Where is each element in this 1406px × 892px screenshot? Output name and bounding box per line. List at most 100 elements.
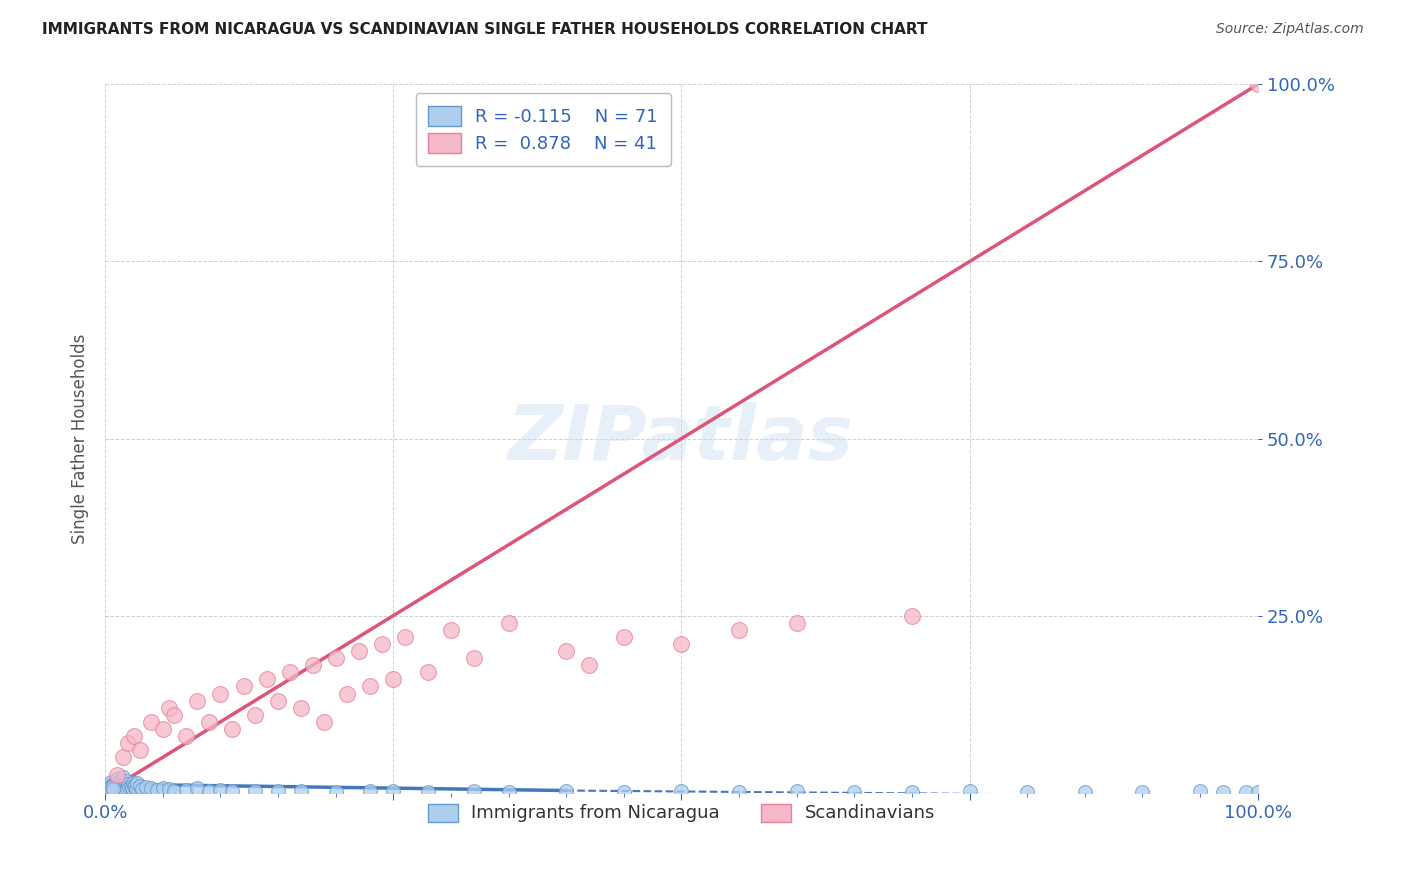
Point: [555, 644, 578, 658]
Point: [613, 785, 636, 799]
Point: [163, 707, 186, 722]
Point: [101, 782, 124, 797]
Point: [122, 776, 145, 790]
Point: [209, 686, 232, 700]
Point: [314, 714, 336, 729]
Point: [112, 776, 135, 790]
Point: [186, 781, 208, 796]
Point: [97, 780, 120, 795]
Point: [157, 700, 180, 714]
Point: [105, 778, 128, 792]
Point: [901, 608, 924, 623]
Point: [103, 779, 125, 793]
Point: [498, 615, 520, 630]
Point: [163, 783, 186, 797]
Point: [290, 784, 312, 798]
Point: [111, 750, 134, 764]
Point: [301, 658, 323, 673]
Point: [278, 665, 301, 680]
Point: [209, 782, 232, 797]
Point: [267, 693, 290, 707]
Point: [243, 707, 266, 722]
Point: [959, 784, 981, 798]
Point: [107, 772, 129, 786]
Point: [267, 783, 290, 797]
Point: [100, 780, 122, 794]
Point: [728, 623, 751, 637]
Point: [100, 781, 122, 796]
Point: [844, 785, 866, 799]
Point: [1132, 785, 1154, 799]
Point: [122, 779, 145, 793]
Point: [1247, 78, 1270, 92]
Point: [100, 775, 122, 789]
Point: [104, 772, 127, 787]
Point: [101, 781, 124, 796]
Y-axis label: Single Father Households: Single Father Households: [72, 334, 89, 544]
Point: [96, 783, 118, 797]
Point: [141, 781, 163, 796]
Point: [728, 785, 751, 799]
Point: [1234, 785, 1257, 799]
Point: [1017, 785, 1039, 799]
Point: [131, 782, 153, 797]
Point: [128, 779, 150, 793]
Point: [141, 714, 163, 729]
Point: [416, 785, 439, 799]
Point: [347, 644, 370, 658]
Point: [440, 623, 463, 637]
Point: [613, 630, 636, 644]
Point: [394, 630, 416, 644]
Point: [157, 782, 180, 797]
Point: [198, 714, 221, 729]
Point: [186, 693, 208, 707]
Point: [114, 782, 136, 797]
Point: [290, 700, 312, 714]
Point: [110, 780, 132, 795]
Text: IMMIGRANTS FROM NICARAGUA VS SCANDINAVIAN SINGLE FATHER HOUSEHOLDS CORRELATION C: IMMIGRANTS FROM NICARAGUA VS SCANDINAVIA…: [42, 22, 928, 37]
Point: [124, 778, 146, 792]
Point: [98, 782, 121, 797]
Point: [98, 780, 121, 794]
Point: [146, 782, 169, 797]
Point: [359, 783, 381, 797]
Point: [463, 651, 485, 665]
Point: [221, 783, 243, 797]
Point: [117, 777, 139, 791]
Point: [128, 743, 150, 757]
Point: [118, 780, 141, 794]
Point: [108, 774, 131, 789]
Point: [243, 784, 266, 798]
Point: [382, 673, 405, 687]
Point: [371, 637, 394, 651]
Point: [382, 784, 405, 798]
Point: [578, 658, 600, 673]
Point: [671, 783, 693, 797]
Point: [127, 776, 149, 790]
Point: [463, 784, 485, 798]
Point: [1247, 785, 1270, 799]
Legend: Immigrants from Nicaragua, Scandinavians: Immigrants from Nicaragua, Scandinavians: [416, 792, 946, 834]
Point: [122, 729, 145, 743]
Point: [1189, 784, 1212, 798]
Point: [117, 736, 139, 750]
Point: [256, 673, 278, 687]
Point: [174, 782, 197, 797]
Text: Source: ZipAtlas.com: Source: ZipAtlas.com: [1216, 22, 1364, 37]
Point: [336, 686, 359, 700]
Point: [108, 776, 131, 790]
Point: [125, 780, 148, 795]
Point: [152, 722, 174, 736]
Point: [96, 782, 118, 797]
Point: [174, 729, 197, 743]
Point: [498, 785, 520, 799]
Point: [786, 615, 808, 630]
Point: [1074, 785, 1097, 799]
Point: [97, 779, 120, 793]
Point: [115, 773, 138, 788]
Point: [901, 785, 924, 799]
Point: [416, 665, 439, 680]
Point: [555, 784, 578, 798]
Point: [115, 782, 138, 797]
Point: [325, 651, 347, 665]
